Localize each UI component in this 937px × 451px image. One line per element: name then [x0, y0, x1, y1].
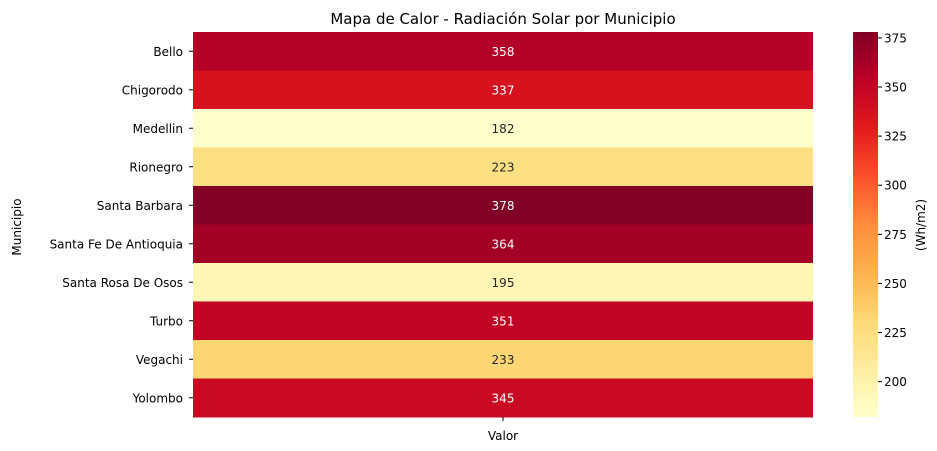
- heatmap-cell: [193, 378, 813, 418]
- colorbar-tick-label: 350: [884, 81, 907, 95]
- colorbar-tick-label: 225: [884, 326, 907, 340]
- y-tick-label: Santa Barbara: [97, 199, 183, 213]
- cell-value-label: 337: [492, 83, 515, 97]
- y-tick-label: Rionegro: [129, 160, 183, 174]
- colorbar-tick-label: 250: [884, 277, 907, 291]
- chart-title: Mapa de Calor - Radiación Solar por Muni…: [330, 10, 675, 28]
- heatmap-cell: [193, 263, 813, 302]
- colorbar-tick-label: 200: [884, 375, 907, 389]
- colorbar: 200 225 250 275 300 325 350 375 (Wh/m2): [853, 31, 928, 417]
- heatmap-cell: [193, 224, 813, 264]
- cell-value-label: 195: [492, 276, 515, 290]
- cell-value-label: 378: [492, 199, 515, 213]
- heatmap-cell: [193, 32, 813, 71]
- colorbar-tick-label: 275: [884, 228, 907, 242]
- y-tick-label: Santa Rosa De Osos: [62, 276, 183, 290]
- cell-value-label: 351: [492, 314, 515, 328]
- heatmap-cell: [193, 70, 813, 110]
- colorbar-tick-label: 300: [884, 179, 907, 193]
- heatmap-cell: [193, 186, 813, 225]
- y-axis-label: Municipio: [10, 198, 24, 255]
- y-tick-label: Yolombo: [132, 391, 183, 405]
- cell-value-label: 233: [492, 353, 515, 367]
- y-tick-label: Vegachi: [136, 353, 183, 367]
- colorbar-label: (Wh/m2): [914, 199, 928, 251]
- y-tick-label: Santa Fe De Antioquia: [50, 237, 183, 251]
- colorbar-ticks: 200 225 250 275 300 325 350 375: [878, 31, 907, 389]
- y-tick-labels: Bello Chigorodo Medellin Rionegro Santa Barb…: [50, 45, 193, 405]
- y-tick-label: Turbo: [149, 314, 183, 328]
- heatmap-cell: [193, 109, 813, 148]
- x-tick-label: Valor: [488, 429, 518, 443]
- cell-value-label: 182: [492, 122, 515, 136]
- cell-value-label: 223: [492, 160, 515, 174]
- heatmap-cell: [193, 340, 813, 379]
- colorbar-gradient: [853, 32, 878, 417]
- colorbar-tick-label: 375: [884, 31, 907, 45]
- y-tick-label: Chigorodo: [122, 83, 183, 97]
- y-tick-label: Bello: [153, 45, 183, 59]
- y-tick-label: Medellin: [133, 122, 183, 136]
- cell-value-label: 358: [492, 45, 515, 59]
- cell-value-label: 345: [492, 391, 515, 405]
- colorbar-tick-label: 325: [884, 130, 907, 144]
- heatmap-cell: [193, 301, 813, 341]
- heatmap-cell: [193, 147, 813, 187]
- cell-value-label: 364: [492, 237, 515, 251]
- heatmap-cells: 358 337 182 223 378 364 195 351 233 345: [193, 32, 813, 418]
